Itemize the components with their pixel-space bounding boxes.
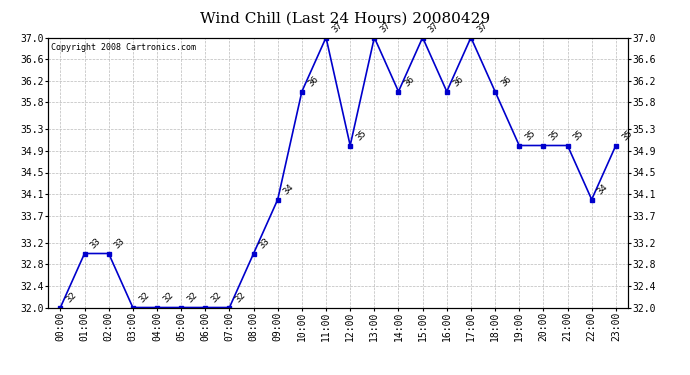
Text: 35: 35 (355, 129, 368, 143)
Text: 37: 37 (427, 21, 441, 35)
Text: 36: 36 (403, 75, 417, 89)
Text: 32: 32 (234, 291, 248, 305)
Text: 36: 36 (500, 75, 513, 89)
Text: 37: 37 (331, 21, 344, 35)
Text: 34: 34 (282, 183, 296, 197)
Text: 33: 33 (113, 237, 127, 251)
Text: 33: 33 (258, 237, 272, 251)
Text: 37: 37 (379, 21, 393, 35)
Text: 32: 32 (210, 291, 224, 305)
Text: 36: 36 (451, 75, 465, 89)
Text: 32: 32 (137, 291, 151, 305)
Text: 32: 32 (161, 291, 175, 305)
Text: Wind Chill (Last 24 Hours) 20080429: Wind Chill (Last 24 Hours) 20080429 (200, 11, 490, 25)
Text: 32: 32 (65, 291, 79, 305)
Text: 32: 32 (186, 291, 199, 305)
Text: 35: 35 (572, 129, 586, 143)
Text: 35: 35 (548, 129, 562, 143)
Text: 35: 35 (620, 129, 634, 143)
Text: Copyright 2008 Cartronics.com: Copyright 2008 Cartronics.com (51, 43, 196, 52)
Text: 35: 35 (524, 129, 538, 143)
Text: 33: 33 (89, 237, 103, 251)
Text: 34: 34 (596, 183, 610, 197)
Text: 36: 36 (306, 75, 320, 89)
Text: 37: 37 (475, 21, 489, 35)
